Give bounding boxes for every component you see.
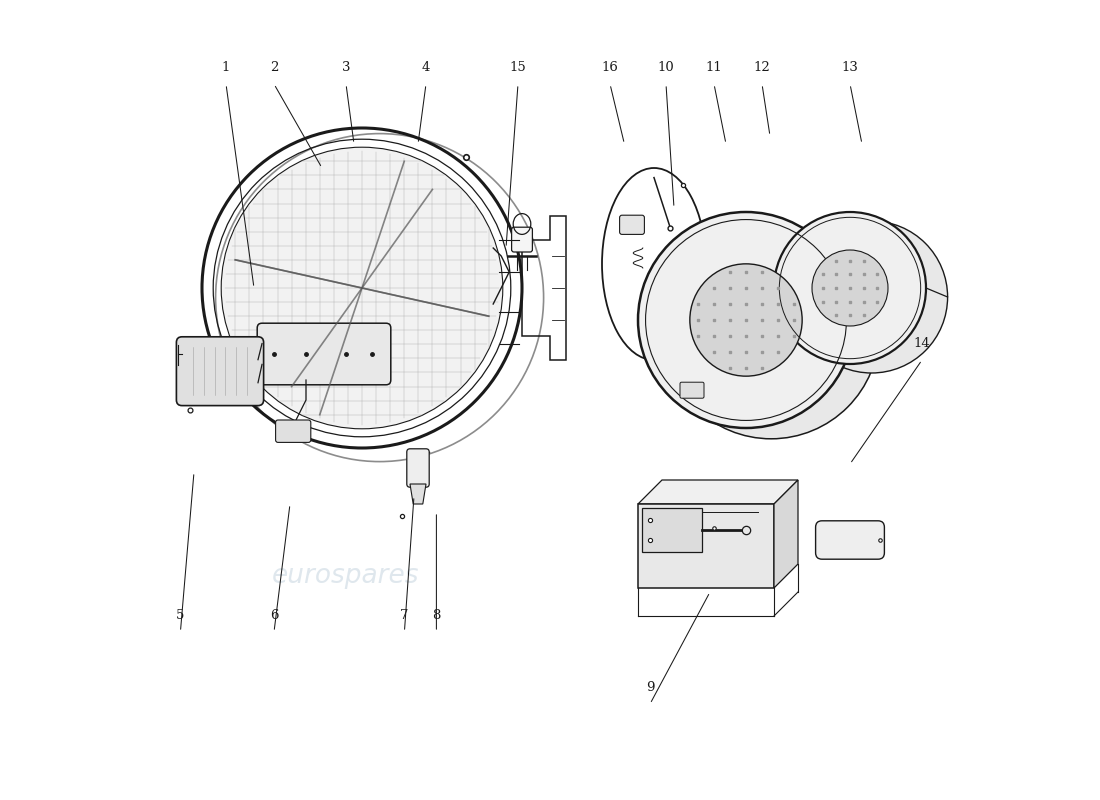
Text: 5: 5 <box>176 610 185 622</box>
Text: eurospares: eurospares <box>273 563 420 589</box>
FancyBboxPatch shape <box>619 215 645 234</box>
FancyBboxPatch shape <box>176 337 264 406</box>
Text: 4: 4 <box>421 62 430 74</box>
FancyBboxPatch shape <box>407 449 429 487</box>
Text: 7: 7 <box>400 610 409 622</box>
Text: 9: 9 <box>646 682 654 694</box>
Text: 13: 13 <box>842 62 858 74</box>
Text: 10: 10 <box>658 62 674 74</box>
Polygon shape <box>638 504 774 588</box>
Ellipse shape <box>663 222 879 438</box>
Polygon shape <box>638 480 798 504</box>
Circle shape <box>774 212 926 364</box>
Text: 1: 1 <box>222 62 230 74</box>
Circle shape <box>221 147 503 429</box>
Text: 3: 3 <box>342 62 350 74</box>
FancyBboxPatch shape <box>276 420 311 442</box>
Text: 8: 8 <box>432 610 441 622</box>
Text: 12: 12 <box>754 62 770 74</box>
Text: 16: 16 <box>602 62 618 74</box>
FancyBboxPatch shape <box>257 323 390 385</box>
Circle shape <box>638 212 854 428</box>
Text: eurospares: eurospares <box>273 359 420 385</box>
Polygon shape <box>774 480 798 588</box>
Text: eurospares: eurospares <box>664 359 812 385</box>
Text: 14: 14 <box>914 338 931 350</box>
FancyBboxPatch shape <box>815 521 884 559</box>
Text: 11: 11 <box>705 62 723 74</box>
Text: 6: 6 <box>270 610 278 622</box>
Circle shape <box>812 250 888 326</box>
FancyBboxPatch shape <box>512 227 532 252</box>
Text: 2: 2 <box>270 62 278 74</box>
Text: 15: 15 <box>509 62 527 74</box>
FancyBboxPatch shape <box>680 382 704 398</box>
Polygon shape <box>410 484 426 504</box>
Circle shape <box>690 264 802 376</box>
Ellipse shape <box>795 221 947 373</box>
Polygon shape <box>642 508 702 552</box>
